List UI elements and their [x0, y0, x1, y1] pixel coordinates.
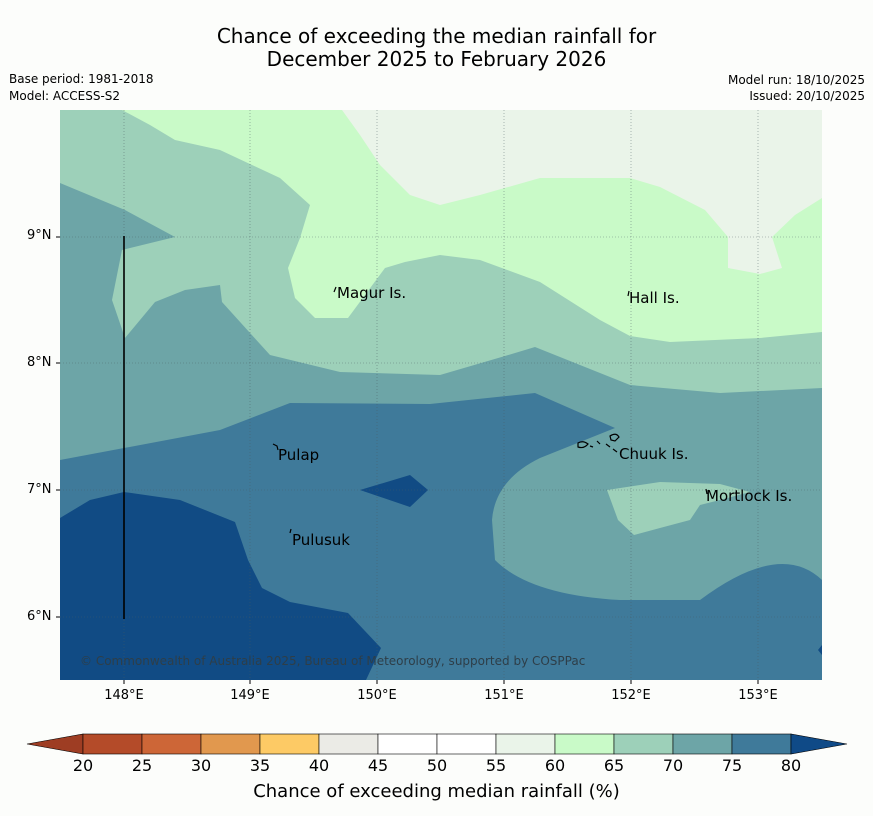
band-80-plus-edge: [818, 645, 822, 655]
mortlock-island-outline: [705, 488, 708, 495]
colorbar-segment: [377, 733, 438, 755]
lat-label-7n: 7°N: [27, 482, 52, 497]
colorbar-tick-label: 80: [780, 756, 802, 775]
colorbar-extend-above: [790, 733, 848, 755]
place-pulusuk: Pulusuk: [292, 531, 350, 549]
colorbar-tick-label: 50: [426, 756, 448, 775]
place-chuuk-is: Chuuk Is.: [619, 445, 689, 463]
chuuk-lagoon-outline: [577, 433, 620, 453]
colorbar-tick-label: 20: [72, 756, 94, 775]
colorbar-segment: [318, 733, 379, 755]
band-80-plus-central: [360, 475, 428, 507]
copyright-text: © Commonwealth of Australia 2025, Bureau…: [80, 654, 586, 668]
colorbar-segment: [731, 733, 792, 755]
title-line-2: December 2025 to February 2026: [266, 47, 607, 71]
lon-label-153e: 153°E: [738, 688, 778, 703]
colorbar-segment: [495, 733, 556, 755]
band-55-60: [342, 110, 822, 274]
model-run-text: Model run: 18/10/2025: [727, 73, 865, 87]
band-65-70-mortlock: [607, 482, 750, 535]
lon-label-150e: 150°E: [357, 688, 397, 703]
base-period-text: Base period: 1981-2018: [9, 72, 154, 86]
place-pulap: Pulap: [278, 446, 320, 464]
pulusuk-island-outline: [289, 528, 292, 534]
issued-text: Issued: 20/10/2025: [749, 89, 865, 103]
contour-layers: [60, 110, 822, 680]
place-magur-is: Magur Is.: [337, 284, 407, 302]
colorbar-segment: [82, 733, 143, 755]
colorbar-tick-label: 45: [367, 756, 389, 775]
hall-island-outline: [627, 290, 630, 297]
colorbar-tick-label: 30: [190, 756, 212, 775]
place-mortlock-is: Mortlock Is.: [706, 487, 793, 505]
colorbar-segment: [259, 733, 320, 755]
band-80-plus: [60, 492, 381, 680]
colorbar-title: Chance of exceeding median rainfall (%): [253, 781, 620, 802]
colorbar-tick-label: 60: [544, 756, 566, 775]
lat-label-8n: 8°N: [27, 355, 52, 370]
colorbar-tick-label: 75: [721, 756, 743, 775]
colorbar-segment: [554, 733, 615, 755]
colorbar: [26, 733, 848, 755]
colorbar-tick-label: 65: [603, 756, 625, 775]
colorbar-tick-label: 35: [249, 756, 271, 775]
colorbar-tick-label: 55: [485, 756, 507, 775]
colorbar-tick-label: 40: [308, 756, 330, 775]
lon-label-152e: 152°E: [611, 688, 651, 703]
colorbar-tick-label: 70: [662, 756, 684, 775]
place-hall-is: Hall Is.: [629, 289, 680, 307]
model-text: Model: ACCESS-S2: [9, 89, 121, 103]
title-line-1: Chance of exceeding the median rainfall …: [216, 24, 657, 48]
lat-label-6n: 6°N: [27, 609, 52, 624]
island-markers: [272, 286, 708, 534]
colorbar-segment: [672, 733, 733, 755]
frame-ticks: [56, 236, 759, 684]
colorbar-segment: [613, 733, 674, 755]
lon-label-149e: 149°E: [230, 688, 270, 703]
colorbar-segment: [200, 733, 261, 755]
colorbar-segment: [436, 733, 497, 755]
lon-label-148e: 148°E: [104, 688, 144, 703]
colorbar-extend-below: [26, 733, 84, 755]
colorbar-tick-label: 25: [131, 756, 153, 775]
colorbar-segment: [141, 733, 202, 755]
magur-island-outline: [333, 286, 337, 293]
lon-label-151e: 151°E: [484, 688, 524, 703]
pulap-island-outline: [272, 443, 279, 451]
lat-label-9n: 9°N: [27, 228, 52, 243]
